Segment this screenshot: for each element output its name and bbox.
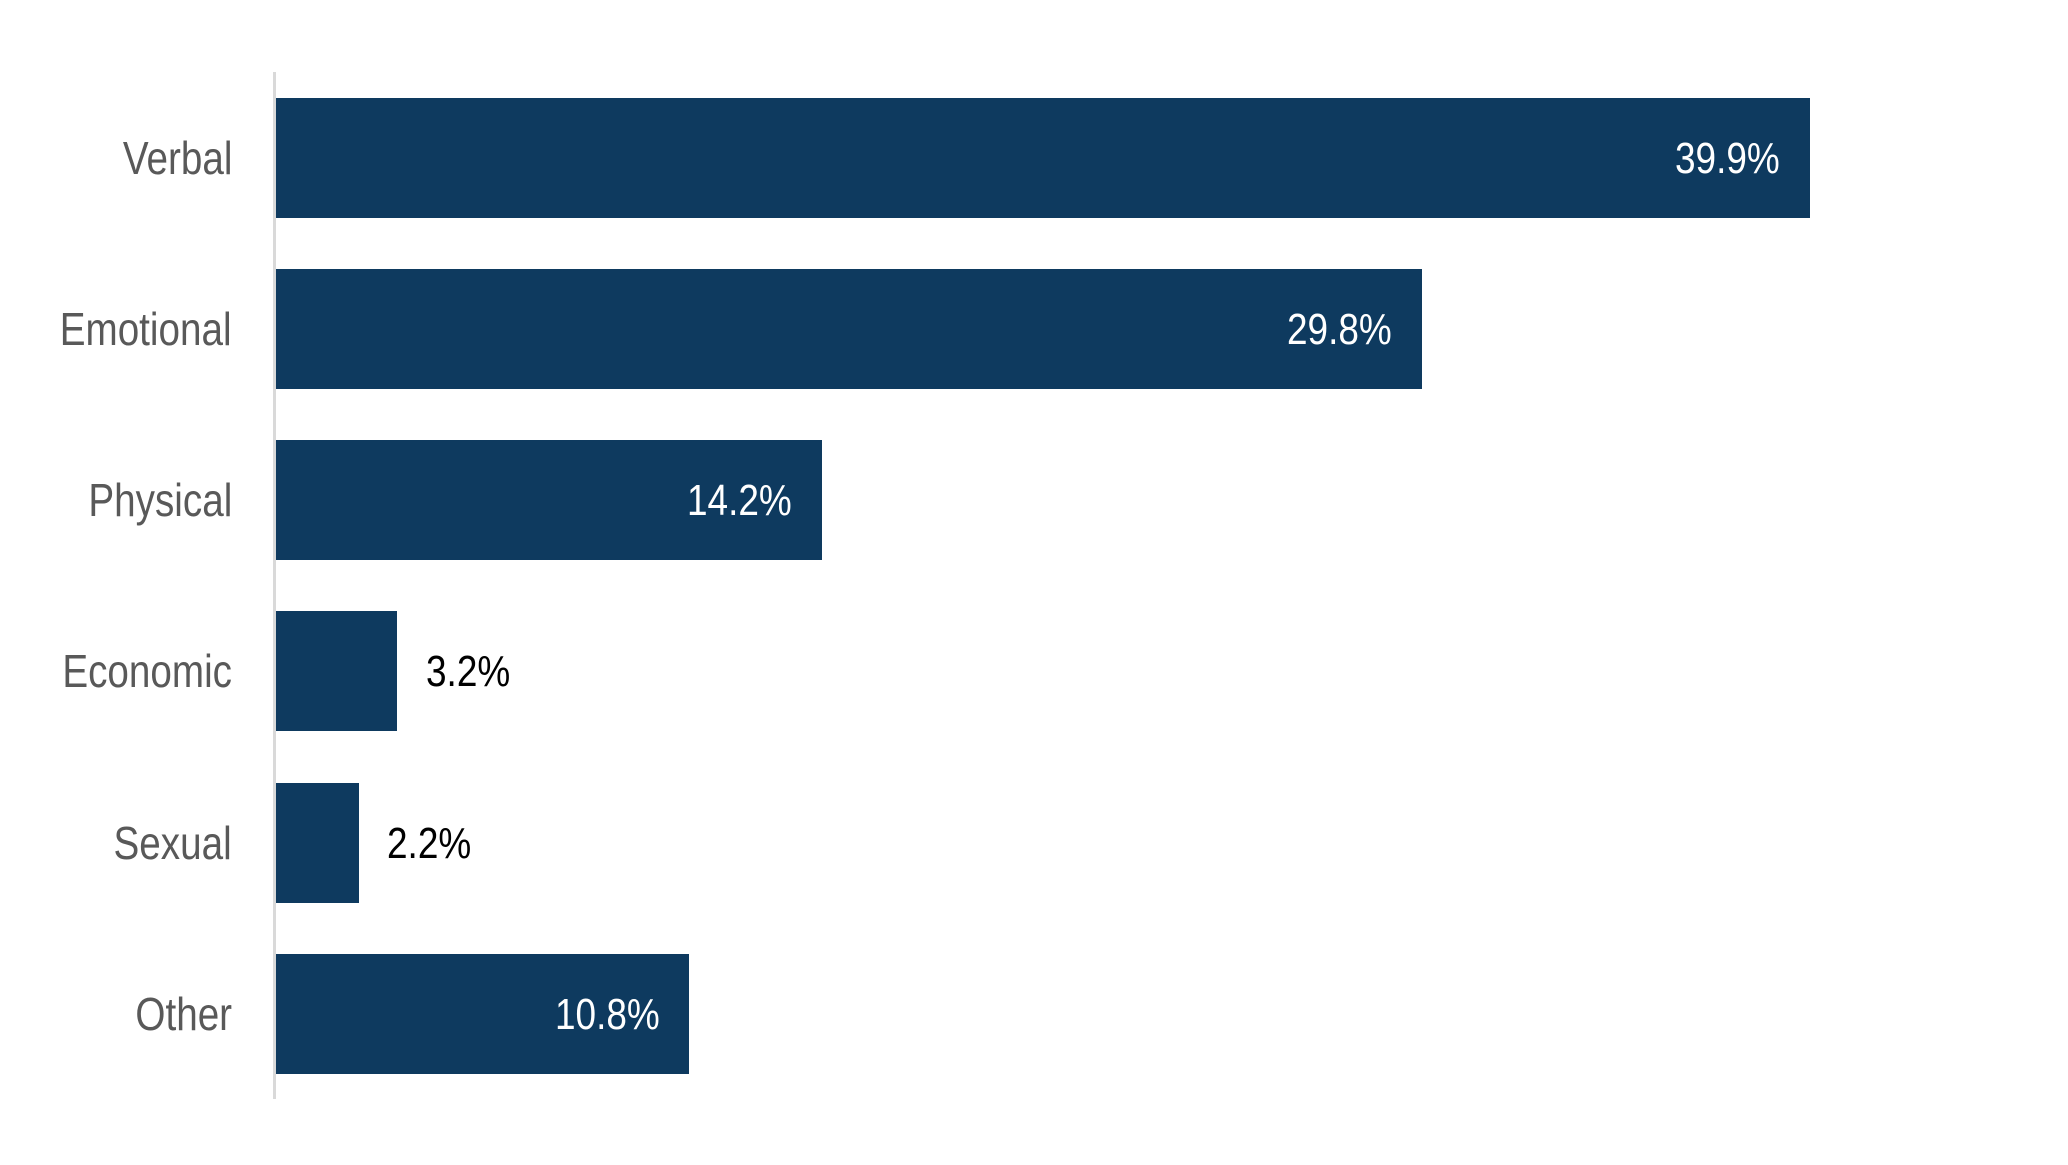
bar-row-sexual: Sexual 2.2% [0,783,2068,903]
value-label: 3.2% [426,647,511,696]
category-label: Physical [88,474,232,526]
bar-row-economic: Economic 3.2% [0,611,2068,731]
bar [276,269,1422,389]
category-label: Verbal [122,132,232,184]
y-axis-line [273,72,276,1099]
category-label: Sexual [113,817,232,869]
bar-row-other: Other 10.8% [0,954,2068,1074]
category-label: Emotional [60,303,232,355]
bar [276,98,1810,218]
value-label: 29.8% [1287,305,1392,354]
bar-row-physical: Physical 14.2% [0,440,2068,560]
bar [276,783,359,903]
value-label: 39.9% [1675,134,1780,183]
value-label: 14.2% [687,476,792,525]
bar [276,611,397,731]
bar-row-emotional: Emotional 29.8% [0,269,2068,389]
bar-row-verbal: Verbal 39.9% [0,98,2068,218]
category-label: Other [135,988,232,1040]
category-label: Economic [62,645,232,697]
bar [276,954,689,1074]
value-label: 2.2% [387,819,472,868]
bar [276,440,822,560]
value-label: 10.8% [555,990,660,1039]
